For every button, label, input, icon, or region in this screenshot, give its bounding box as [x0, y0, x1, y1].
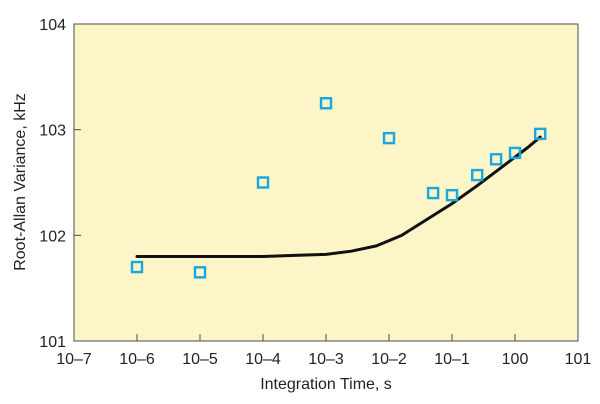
y-axis-label: Root-Allan Variance, kHz [12, 93, 29, 271]
x-tick-label: 10–3 [308, 351, 344, 368]
data-point [319, 97, 333, 110]
data-point [256, 176, 270, 189]
y-tick-label: 103 [39, 123, 66, 140]
y-tick-label: 101 [39, 334, 66, 351]
x-tick-label: 10–4 [245, 351, 281, 368]
y-tick-label: 102 [39, 228, 66, 245]
data-point [534, 127, 547, 141]
data-point [471, 168, 484, 182]
x-tick-label: 10–6 [119, 351, 155, 368]
x-tick-label: 10–2 [371, 351, 407, 368]
data-point [489, 153, 503, 166]
x-tick-label: 10–5 [182, 351, 218, 368]
data-point [193, 266, 207, 279]
x-tick-label: 10–7 [56, 351, 92, 368]
plot-area [73, 23, 579, 342]
data-point [382, 131, 396, 145]
y-axis: 101 102 103 104 [39, 17, 81, 351]
data-point [508, 146, 522, 160]
data-point [130, 260, 144, 274]
x-tick-label: 100 [502, 351, 529, 368]
x-tick-label: 101 [565, 351, 592, 368]
series-layer [130, 97, 547, 279]
trend-line [135, 135, 542, 258]
y-tick-label: 104 [39, 17, 66, 34]
x-axis-label: Integration Time, s [260, 376, 392, 393]
x-axis: 10–7 10–6 10–5 10–4 10–3 10–2 10–1 100 101 [56, 334, 591, 368]
x-tick-label: 10–1 [434, 351, 470, 368]
data-point [426, 186, 440, 200]
data-point [445, 188, 459, 202]
